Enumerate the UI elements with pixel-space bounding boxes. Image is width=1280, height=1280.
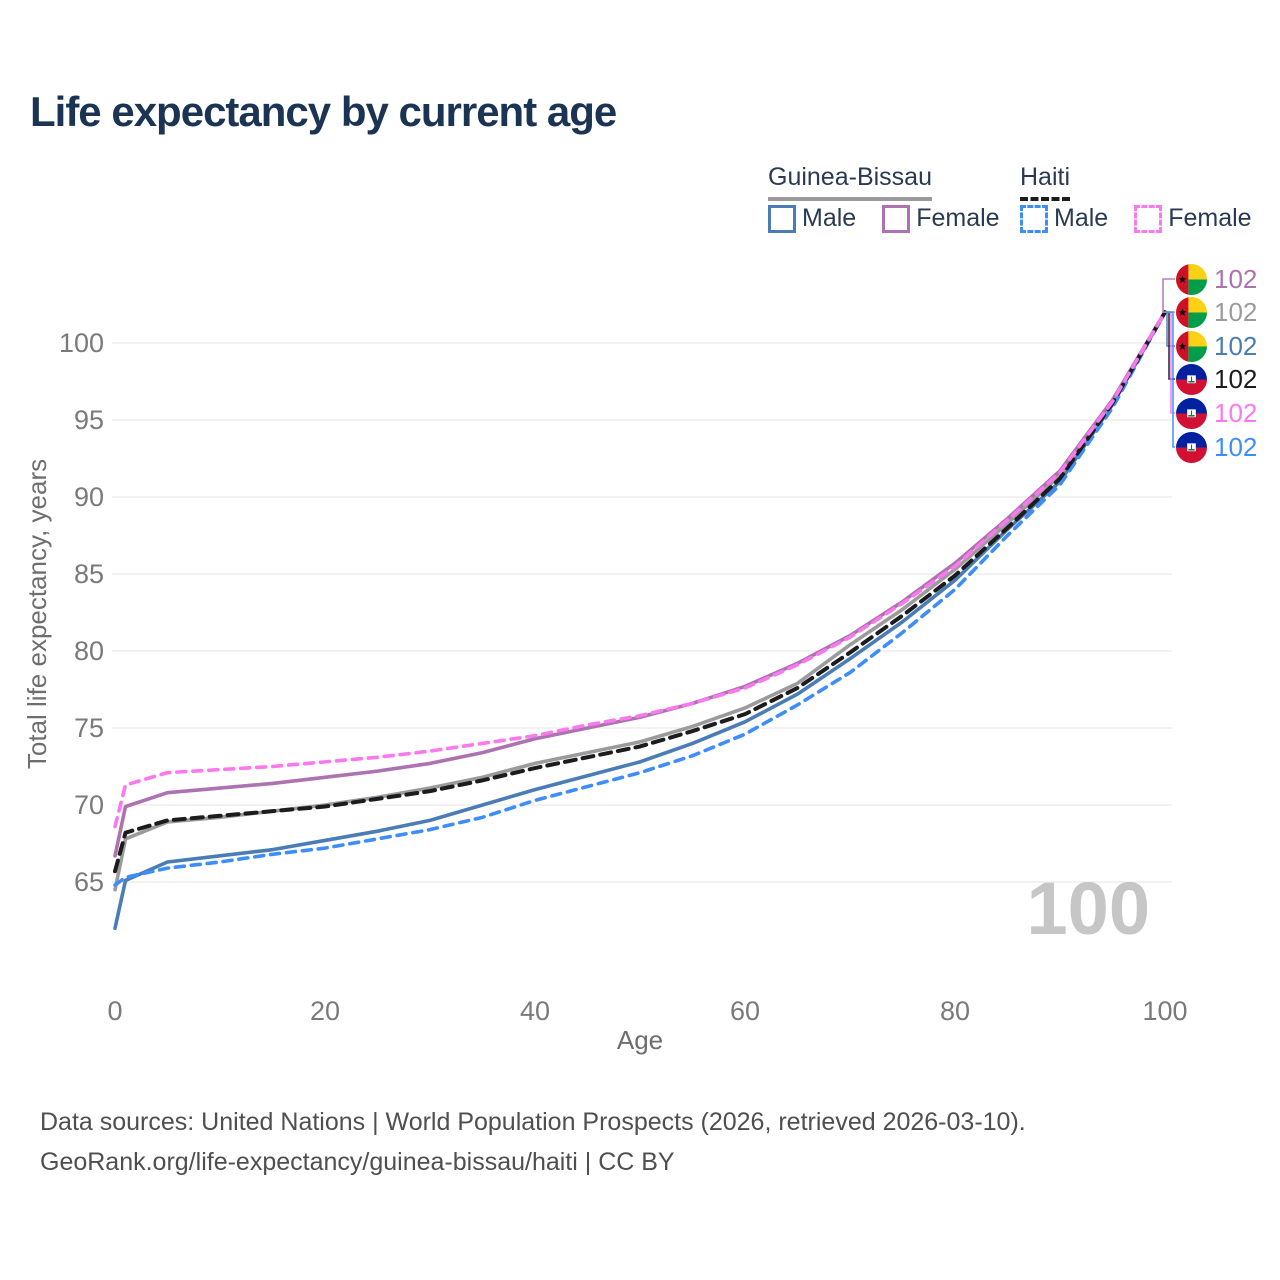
gb-male-swatch-icon [768,204,796,233]
ht-male-swatch-icon [1020,204,1048,233]
x-tick-label: 60 [730,996,760,1026]
series-end-label-ht-total[interactable]: 102 [1176,363,1257,395]
data-sources-text: Data sources: United Nations | World Pop… [40,1108,1026,1136]
haiti-flag-icon [1176,431,1207,463]
series-line-gb-total[interactable] [113,310,1167,892]
series-end-label-gb-female[interactable]: 102 [1176,263,1257,295]
end-label-connector [1166,311,1175,448]
legend-group-haiti[interactable]: Haiti [1020,163,1071,201]
page-title: Life expectancy by current age [30,88,617,135]
guinea-bissau-flag-icon [1176,330,1207,362]
haiti-flag-icon [1176,363,1207,395]
y-tick-label: 95 [74,405,104,435]
y-tick-label: 70 [74,790,104,820]
hover-age-watermark: 100 [1026,867,1150,950]
gb-female-swatch-icon [882,204,911,233]
y-axis-title: Total life expectancy, years [22,459,52,769]
x-tick-label: 100 [1142,996,1187,1026]
end-label-value: 102 [1214,397,1258,428]
legend-group-guinea-bissau[interactable]: Guinea-Bissau [768,163,932,201]
legend-item-ht-female[interactable]: Female [1134,204,1252,233]
series-line-ht-male[interactable] [113,310,1167,887]
series-line-gb-female[interactable] [113,310,1167,858]
legend-label: Female [1168,204,1252,232]
legend-label: Female [916,204,1000,232]
series-end-label-ht-female[interactable]: 102 [1176,397,1257,429]
y-tick-label: 75 [74,713,104,743]
series-end-label-ht-male[interactable]: 102 [1176,431,1257,463]
legend-label: Male [802,204,857,232]
end-label-connector [1162,278,1175,313]
legend-item-gb-male[interactable]: Male [768,204,856,233]
series-end-label-gb-male[interactable]: 102 [1176,330,1257,362]
legend-item-ht-male[interactable]: Male [1020,204,1108,233]
x-tick-label: 80 [940,996,970,1026]
y-tick-label: 65 [74,867,104,897]
series-end-label-gb-total[interactable]: 102 [1176,296,1257,328]
end-label-value: 102 [1214,296,1258,327]
x-tick-label: 0 [107,996,122,1026]
end-label-value: 102 [1214,330,1258,361]
legend-item-gb-female[interactable]: Female [882,204,1000,233]
y-tick-label: 85 [74,559,104,589]
series-line-ht-total[interactable] [113,310,1167,874]
attribution-text: GeoRank.org/life-expectancy/guinea-bissa… [40,1148,675,1176]
series-line-ht-female[interactable] [113,310,1167,829]
y-tick-label: 80 [74,636,104,666]
series-line-gb-male[interactable] [113,310,1167,931]
guinea-bissau-flag-icon [1176,296,1207,328]
legend-row-guinea-bissau: Male Female [768,204,1026,233]
x-tick-label: 40 [520,996,550,1026]
haiti-flag-icon [1176,397,1207,429]
legend-row-haiti: Male Female [1020,204,1278,233]
ht-female-swatch-icon [1134,204,1163,233]
legend-label: Male [1054,204,1109,232]
end-label-value: 102 [1214,363,1258,394]
x-axis-title: Age [617,1025,663,1055]
x-tick-label: 20 [310,996,340,1026]
guinea-bissau-flag-icon [1176,263,1207,295]
y-tick-label: 100 [59,328,104,358]
end-label-value: 102 [1214,263,1258,294]
end-label-value: 102 [1214,431,1258,462]
y-tick-label: 90 [74,482,104,512]
